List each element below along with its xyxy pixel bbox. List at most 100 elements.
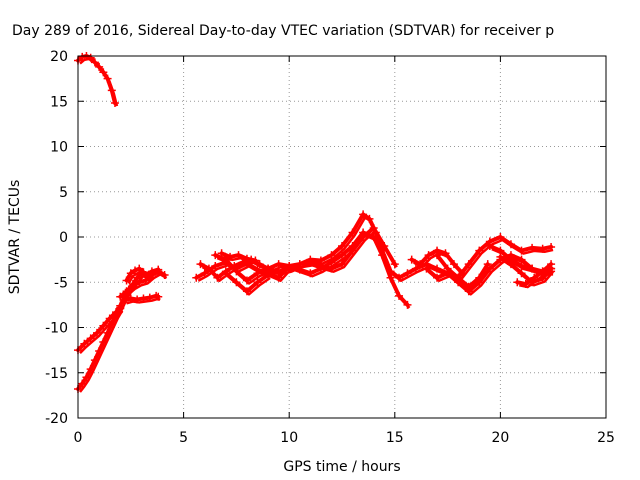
- y-tick-label: 10: [50, 140, 68, 156]
- data-point: [116, 292, 125, 301]
- data-point: [517, 246, 526, 255]
- data-point: [242, 276, 251, 285]
- data-point: [131, 266, 140, 275]
- data-point: [232, 267, 241, 276]
- data-point: [139, 294, 148, 303]
- y-tick-label: 5: [59, 185, 68, 201]
- data-point: [407, 255, 416, 264]
- data-point: [528, 243, 537, 252]
- series-arc-mid-e-band: [223, 255, 258, 265]
- data-point: [242, 287, 251, 296]
- data-point: [135, 278, 144, 287]
- x-tick-label: 25: [597, 430, 615, 446]
- data-point: [234, 251, 243, 260]
- data-point: [327, 264, 336, 273]
- data-point: [365, 214, 374, 223]
- data-point: [105, 314, 114, 323]
- data-point: [217, 249, 226, 258]
- data-point: [86, 334, 95, 343]
- data-point: [122, 276, 131, 285]
- data-point: [390, 260, 399, 269]
- series-arc-late-a-band: [413, 252, 466, 278]
- data-point: [274, 260, 283, 269]
- data-point: [274, 267, 283, 276]
- data-point: [251, 256, 260, 265]
- x-tick-label: 20: [491, 430, 509, 446]
- data-point: [380, 242, 389, 251]
- data-point: [496, 252, 505, 261]
- data-point: [192, 273, 201, 282]
- data-point: [213, 273, 222, 282]
- data-point: [433, 251, 442, 260]
- data-point: [242, 254, 251, 263]
- data-point: [90, 58, 99, 67]
- data-point: [386, 273, 395, 282]
- data-point: [120, 296, 129, 305]
- data-point: [126, 294, 135, 303]
- data-point: [359, 233, 368, 241]
- x-tick-label: 10: [280, 430, 298, 446]
- y-tick-label: 20: [50, 49, 68, 65]
- data-point: [483, 260, 492, 269]
- x-tick-label: 15: [386, 430, 404, 446]
- data-point: [160, 271, 169, 280]
- data-point: [369, 223, 378, 232]
- data-point: [90, 356, 99, 365]
- data-point: [93, 328, 102, 337]
- data-point: [145, 293, 154, 302]
- data-point: [107, 86, 116, 95]
- data-point: [338, 251, 346, 260]
- data-point: [416, 260, 425, 269]
- data-point: [475, 246, 484, 255]
- data-point: [485, 242, 494, 251]
- data-point: [443, 264, 452, 273]
- series-arc-rise-c: [114, 267, 161, 316]
- data-point: [122, 287, 131, 296]
- data-point: [211, 261, 220, 270]
- data-point: [139, 268, 148, 277]
- series-arc-rise-d-band: [121, 273, 168, 301]
- data-point: [338, 242, 346, 251]
- data-point: [530, 273, 539, 282]
- y-tick-label: -5: [54, 275, 68, 291]
- data-point: [78, 379, 87, 388]
- data-point: [253, 269, 262, 278]
- x-tick-label: 0: [74, 430, 83, 446]
- data-point: [464, 282, 473, 291]
- data-point: [395, 273, 404, 282]
- series-arc-rise-b-band: [79, 310, 124, 355]
- data-point: [538, 244, 547, 253]
- data-point: [424, 251, 433, 260]
- data-point: [145, 272, 154, 281]
- data-point: [359, 210, 368, 219]
- data-point: [221, 269, 230, 278]
- data-point: [513, 278, 522, 287]
- data-point: [517, 261, 526, 270]
- data-point: [110, 99, 119, 108]
- data-point: [369, 233, 378, 241]
- data-point: [547, 242, 556, 251]
- data-point: [126, 269, 135, 278]
- data-point: [316, 261, 325, 270]
- data-point: [449, 260, 458, 269]
- grid: [78, 56, 606, 418]
- data-point: [116, 301, 125, 310]
- data-point: [338, 260, 346, 269]
- data-point: [99, 68, 108, 77]
- data-point: [538, 267, 547, 276]
- data-point: [506, 240, 515, 249]
- data-point: [253, 278, 262, 287]
- data-point: [86, 53, 95, 62]
- data-point: [99, 337, 108, 346]
- data-point: [78, 52, 87, 61]
- data-point: [82, 373, 91, 382]
- data-point: [154, 292, 163, 301]
- data-point: [103, 74, 112, 83]
- data-point: [95, 62, 104, 71]
- data-point: [327, 251, 336, 260]
- data-point: [517, 269, 526, 278]
- data-point: [348, 228, 357, 237]
- data-point: [411, 264, 420, 273]
- data-point: [306, 269, 315, 278]
